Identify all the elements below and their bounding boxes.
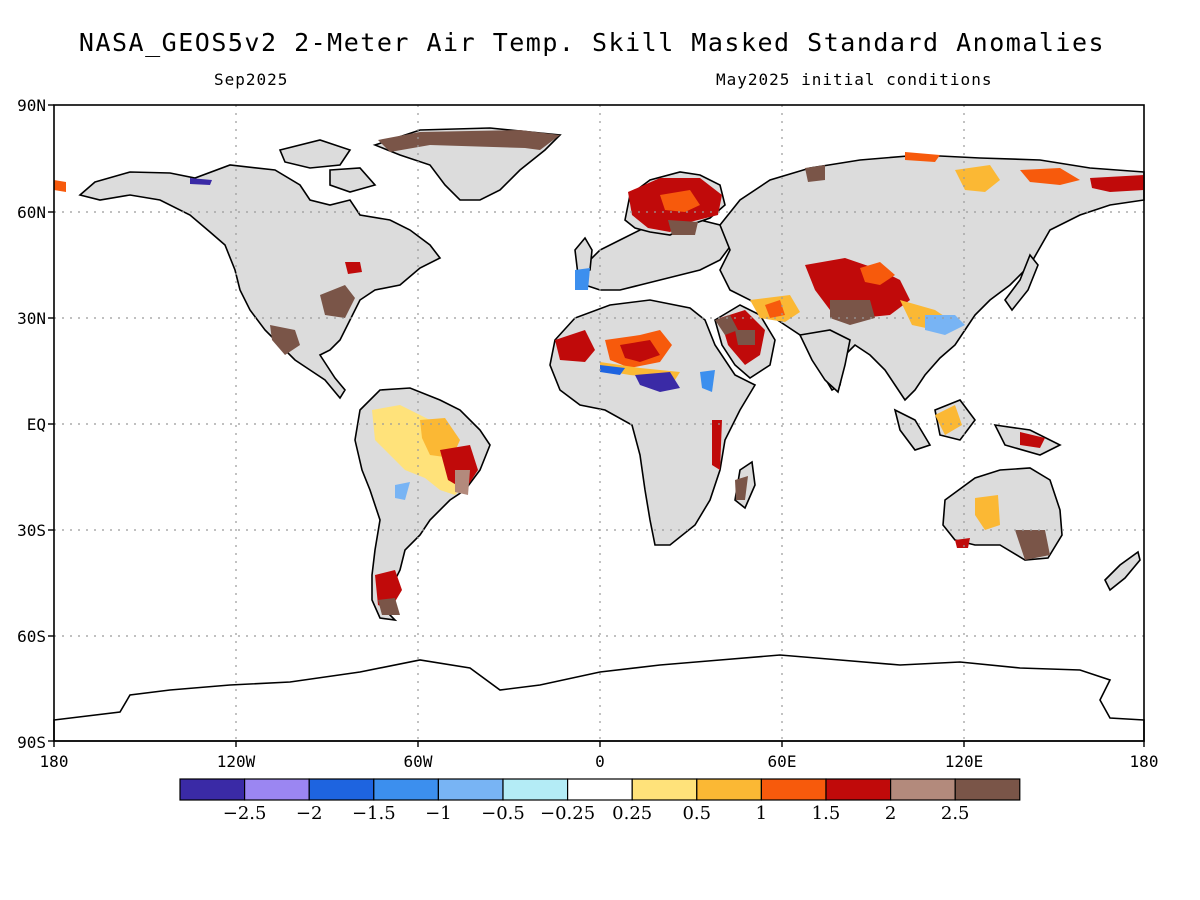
anomaly-patches bbox=[54, 130, 1144, 615]
lat-label-30s: 30S bbox=[17, 521, 46, 540]
colorbar-swatch bbox=[437, 778, 504, 801]
colorbar-tick-label: 0.25 bbox=[612, 803, 652, 824]
lon-label-60e: 60E bbox=[768, 752, 797, 771]
lon-label-180e: 180 bbox=[1130, 752, 1159, 771]
longitude-labels: 180 120W 60W 0 60E 120E 180 bbox=[40, 752, 1159, 771]
lon-label-0: 0 bbox=[595, 752, 605, 771]
india bbox=[798, 329, 851, 394]
europe bbox=[579, 214, 737, 291]
colorbar-swatch bbox=[825, 778, 892, 801]
colorbar-swatch bbox=[696, 778, 762, 801]
lon-label-60w: 60W bbox=[404, 752, 433, 771]
map-title: NASA_GEOS5v2 2-Meter Air Temp. Skill Mas… bbox=[78, 28, 1106, 57]
initial-conditions: May2025 initial conditions bbox=[716, 70, 993, 89]
lat-label-30n: 30N bbox=[17, 309, 46, 328]
japan bbox=[1004, 253, 1039, 312]
lat-label-eq: EQ bbox=[27, 415, 46, 434]
colorbar-swatch bbox=[502, 778, 569, 801]
colorbar-swatch bbox=[179, 778, 246, 801]
arctic-islands bbox=[278, 139, 352, 169]
map-frame bbox=[53, 104, 1145, 742]
colorbar-tick-label: −1 bbox=[425, 803, 452, 824]
colorbar-tick-label: 2.5 bbox=[941, 803, 970, 824]
colorbar-labels: −2.5 −2 −1.5 −1 −0.5 −0.25 0.25 0.5 1 1.5 2 2.5 bbox=[223, 803, 970, 824]
colorbar-tick-label: −0.5 bbox=[481, 803, 525, 824]
colorbar-swatch bbox=[566, 778, 633, 801]
new-zealand bbox=[1104, 550, 1141, 592]
colorbar-swatch bbox=[373, 778, 439, 801]
colorbar-tick-label: −2.5 bbox=[223, 803, 267, 824]
lat-label-90n: 90N bbox=[17, 96, 46, 115]
colorbar-swatch bbox=[631, 778, 698, 801]
lat-label-60s: 60S bbox=[17, 627, 46, 646]
colorbar-swatch bbox=[889, 778, 956, 801]
latitude-labels: 90N 60N 30N EQ 30S 60S 90S bbox=[17, 96, 46, 752]
colorbar-swatch bbox=[308, 778, 375, 801]
colorbar bbox=[179, 778, 1021, 801]
lat-label-60n: 60N bbox=[17, 203, 46, 222]
colorbar-tick-label: 1 bbox=[756, 803, 767, 824]
africa bbox=[549, 299, 757, 546]
colorbar-swatch bbox=[760, 778, 827, 801]
colorbar-tick-label: 0.5 bbox=[682, 803, 711, 824]
north-america bbox=[78, 164, 442, 400]
axis-ticks bbox=[48, 104, 1145, 747]
forecast-month: Sep2025 bbox=[214, 70, 289, 89]
lon-label-180w: 180 bbox=[40, 752, 69, 771]
colorbar-tick-label: −1.5 bbox=[352, 803, 396, 824]
colorbar-tick-label: −0.25 bbox=[540, 803, 595, 824]
lat-label-90s: 90S bbox=[17, 733, 46, 752]
graticule bbox=[54, 105, 1144, 741]
antarctica bbox=[53, 654, 1145, 742]
colorbar-tick-label: 2 bbox=[885, 803, 896, 824]
colorbar-swatch bbox=[954, 778, 1021, 801]
colorbar-swatch bbox=[244, 778, 310, 801]
colorbar-tick-label: 1.5 bbox=[812, 803, 841, 824]
lon-label-120w: 120W bbox=[217, 752, 256, 771]
colorbar-tick-label: −2 bbox=[296, 803, 323, 824]
lon-label-120e: 120E bbox=[945, 752, 984, 771]
